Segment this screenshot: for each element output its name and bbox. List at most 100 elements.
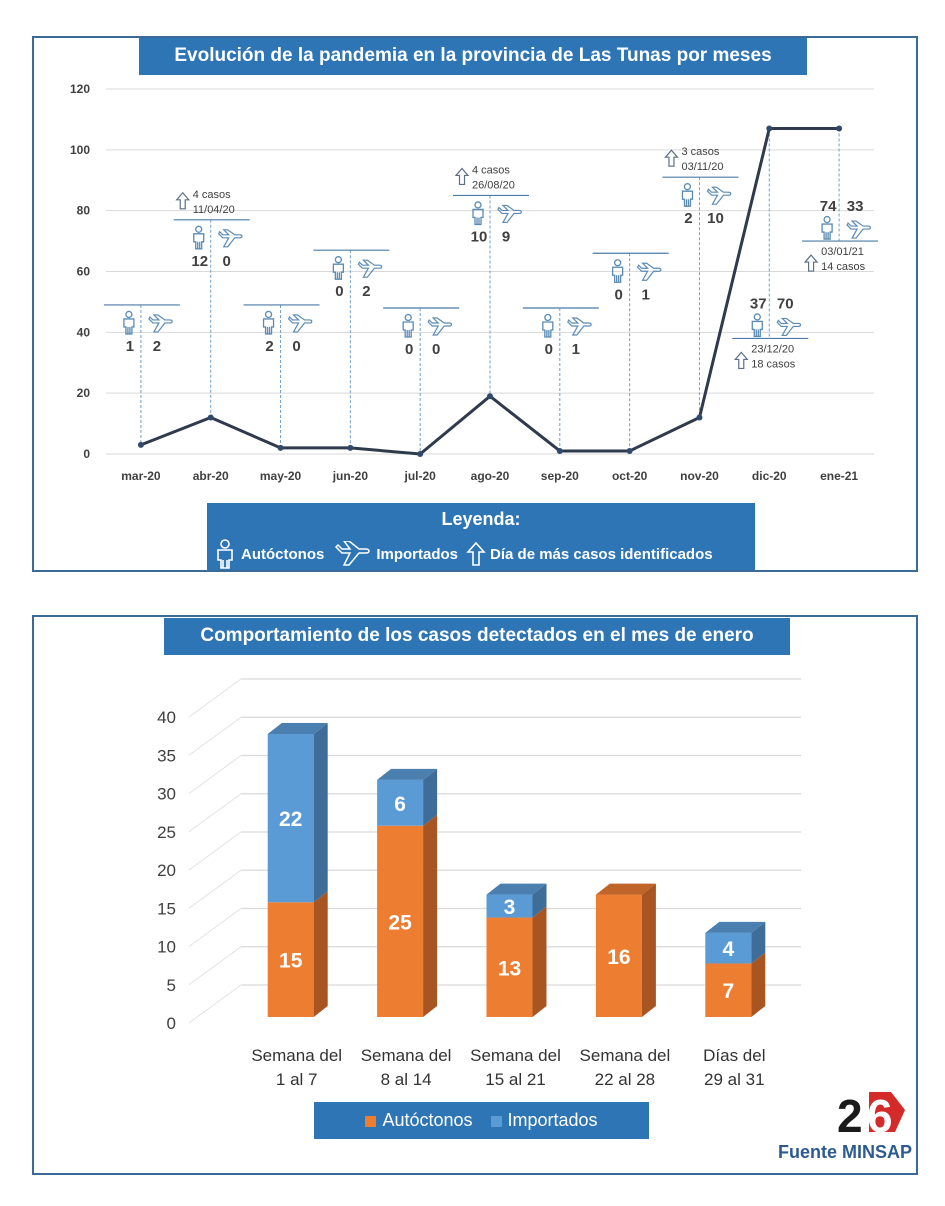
- arrow-up-icon: [454, 167, 470, 186]
- legend-item-importados: Importados: [490, 1110, 598, 1131]
- person-icon: [542, 313, 554, 338]
- importados-value: 2: [153, 338, 161, 355]
- arrow-up-icon: [175, 191, 191, 210]
- x-tick-label: 1 al 7: [276, 1070, 318, 1089]
- autoctonos-value: 0: [614, 286, 622, 303]
- legend-importados: Importados: [376, 545, 459, 563]
- x-tick-label: 8 al 14: [381, 1070, 432, 1089]
- bar-value-label: 3: [504, 896, 516, 919]
- data-point: [137, 441, 144, 448]
- importados-value: 9: [502, 228, 510, 245]
- peak-casos: 3 casos: [681, 146, 719, 158]
- x-tick-label: ago-20: [471, 469, 510, 483]
- legend-swatch-autoctonos: [365, 1115, 377, 1127]
- bar-value-label: 16: [607, 946, 630, 969]
- importados-value: 33: [847, 198, 864, 215]
- x-tick-label: dic-20: [752, 469, 787, 483]
- x-tick-label: jun-20: [332, 469, 369, 483]
- annotation-nov-20: 2 10 3 casos 03/11/20: [662, 146, 739, 418]
- x-tick-label: Semana del: [251, 1046, 342, 1065]
- person-icon: [611, 259, 624, 283]
- airplane-icon: [217, 229, 243, 248]
- legend-title: Leyenda:: [441, 509, 521, 529]
- airplane-icon: [357, 259, 383, 278]
- y-tick-label: 10: [157, 938, 176, 957]
- x-tick-label: may-20: [260, 469, 302, 483]
- bar-autóctonos-front: [486, 917, 533, 1017]
- x-tick-label: sep-20: [541, 469, 579, 483]
- line-chart-frame: [32, 36, 918, 572]
- bar-side: [313, 891, 328, 1017]
- arrow-up-icon: [803, 254, 819, 272]
- data-point: [277, 444, 284, 451]
- bar-value-label: 22: [279, 808, 302, 831]
- line-chart-title: Evolución de la pandemia en la provincia…: [139, 38, 807, 75]
- y-tick-label: 100: [70, 143, 90, 157]
- data-point: [556, 447, 563, 454]
- x-tick-label: mar-20: [121, 469, 161, 483]
- y-tick-label: 20: [77, 386, 91, 400]
- bar-group: 25 6: [377, 768, 438, 1017]
- data-point: [836, 125, 843, 132]
- peak-fecha: 23/12/20: [751, 343, 794, 355]
- x-tick-label: ene-21: [820, 469, 858, 483]
- bar-value-label: 25: [388, 911, 412, 934]
- data-point: [766, 125, 773, 132]
- importados-value: 2: [362, 283, 370, 300]
- bar-value-label: 13: [498, 957, 521, 980]
- bar-side: [532, 906, 547, 1017]
- person-icon: [262, 310, 275, 335]
- bar-chart-legend: Autóctonos Importados: [314, 1102, 649, 1139]
- airplane-icon: [567, 317, 592, 336]
- x-tick-label: Semana del: [470, 1046, 561, 1065]
- data-point: [626, 447, 633, 454]
- x-tick-label: 22 al 28: [595, 1070, 656, 1089]
- line-chart-legend: Leyenda: Autóctonos Importados Día de má…: [207, 503, 755, 570]
- bar-importados-front: [705, 932, 752, 964]
- airplane-icon: [427, 317, 453, 336]
- person-icon: [123, 310, 135, 335]
- airplane-icon: [706, 186, 732, 205]
- bar-value-label: 15: [279, 950, 303, 973]
- autoctonos-value: 2: [265, 338, 273, 355]
- airplane-icon: [287, 314, 313, 333]
- bar-side: [313, 722, 328, 903]
- y-tick-label: 40: [157, 708, 176, 727]
- bar-top: [705, 921, 766, 933]
- gridline-depth: [188, 908, 242, 947]
- svg-text:6: 6: [867, 1090, 893, 1136]
- bar-top: [267, 722, 328, 734]
- x-tick-label: nov-20: [680, 469, 719, 483]
- peak-casos: 4 casos: [472, 164, 510, 176]
- autoctonos-value: 1: [126, 338, 134, 355]
- annotation-ene-21: 74 33 03/01/21 14 casos: [802, 128, 879, 273]
- y-tick-label: 30: [157, 785, 176, 804]
- person-icon: [332, 256, 345, 280]
- source-label: Fuente MINSAP: [777, 1142, 912, 1162]
- y-tick-label: 20: [157, 861, 176, 880]
- logo-26: 2 6: [837, 1090, 905, 1136]
- data-point: [696, 414, 703, 421]
- annotation-dic-20: 37 70 23/12/20 18 casos: [732, 128, 809, 370]
- person-icon: [217, 539, 233, 569]
- airplane-icon: [636, 262, 662, 281]
- person-icon: [193, 225, 205, 250]
- peak-fecha: 11/04/20: [193, 204, 235, 216]
- bar-group: 13 3: [486, 883, 547, 1017]
- gridline-depth: [188, 755, 242, 794]
- airplane-icon: [776, 317, 802, 337]
- data-point: [487, 393, 493, 400]
- importados-value: 0: [292, 338, 300, 355]
- gridline-depth: [188, 984, 242, 1024]
- bar-top: [486, 883, 547, 895]
- bar-value-label: 6: [394, 793, 406, 816]
- y-tick-label: 40: [77, 325, 91, 339]
- peak-fecha: 03/01/21: [821, 246, 864, 258]
- importados-value: 1: [572, 341, 580, 358]
